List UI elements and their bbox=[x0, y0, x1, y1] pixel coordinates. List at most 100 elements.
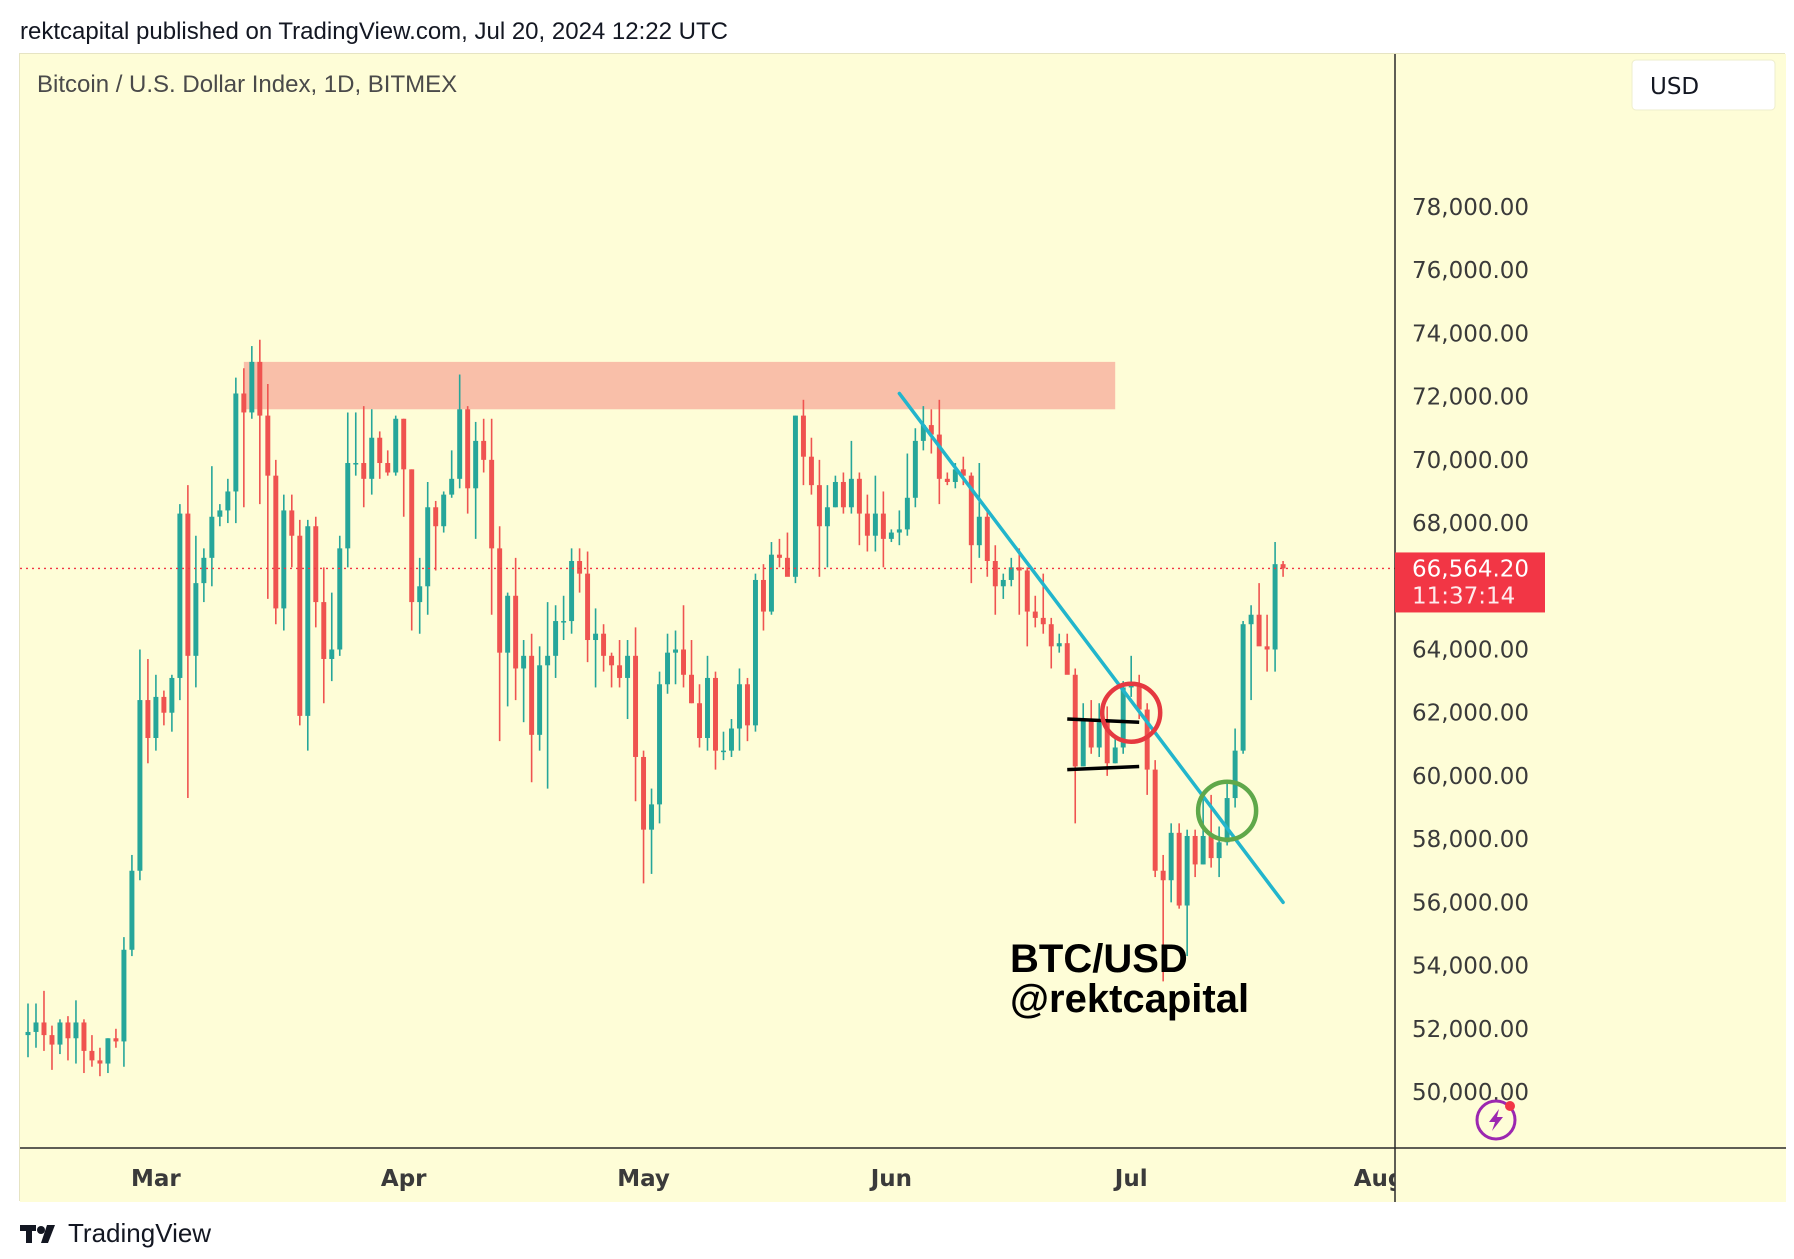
candle[interactable] bbox=[513, 557, 519, 701]
candle[interactable] bbox=[657, 671, 663, 824]
candle[interactable] bbox=[521, 640, 527, 723]
candle[interactable] bbox=[505, 592, 511, 707]
candle[interactable] bbox=[649, 788, 655, 874]
candle[interactable] bbox=[73, 1000, 79, 1064]
candle[interactable] bbox=[609, 652, 615, 688]
candle[interactable] bbox=[281, 494, 287, 631]
candle[interactable] bbox=[705, 655, 710, 751]
candle[interactable] bbox=[1280, 561, 1286, 577]
candle[interactable] bbox=[601, 624, 607, 672]
candle[interactable] bbox=[265, 384, 271, 599]
candle[interactable] bbox=[880, 491, 886, 568]
candle[interactable] bbox=[864, 494, 870, 552]
candle[interactable] bbox=[1112, 738, 1118, 764]
candle[interactable] bbox=[673, 630, 679, 685]
candle[interactable] bbox=[393, 415, 399, 476]
candle[interactable] bbox=[185, 485, 191, 799]
candle[interactable] bbox=[409, 469, 415, 631]
candle[interactable] bbox=[81, 1019, 87, 1074]
candle[interactable] bbox=[433, 500, 439, 571]
candle[interactable] bbox=[1000, 573, 1006, 599]
candle[interactable] bbox=[273, 459, 279, 625]
candle[interactable] bbox=[329, 592, 335, 682]
candle[interactable] bbox=[1160, 854, 1166, 982]
candle[interactable] bbox=[137, 649, 143, 881]
candle[interactable] bbox=[824, 485, 830, 568]
candle[interactable] bbox=[944, 472, 950, 486]
candle[interactable] bbox=[1256, 583, 1262, 647]
candle[interactable] bbox=[145, 658, 151, 764]
candle[interactable] bbox=[1184, 829, 1190, 957]
candle[interactable] bbox=[1096, 703, 1102, 757]
candle[interactable] bbox=[569, 548, 575, 634]
candle[interactable] bbox=[49, 1025, 55, 1070]
candle[interactable] bbox=[928, 409, 934, 454]
candle[interactable] bbox=[800, 399, 806, 486]
candle[interactable] bbox=[784, 532, 790, 577]
candle[interactable] bbox=[1056, 633, 1062, 653]
candle[interactable] bbox=[984, 510, 990, 577]
candle[interactable] bbox=[57, 1019, 63, 1055]
resistance-zone[interactable] bbox=[243, 361, 1116, 410]
candle[interactable] bbox=[225, 478, 231, 524]
candle[interactable] bbox=[537, 646, 543, 751]
range-line-bottom[interactable] bbox=[1067, 764, 1140, 772]
candle[interactable] bbox=[33, 1003, 39, 1048]
candle[interactable] bbox=[305, 519, 311, 751]
candle[interactable] bbox=[233, 377, 239, 524]
candle[interactable] bbox=[89, 1035, 95, 1067]
candle[interactable] bbox=[529, 633, 535, 783]
candle[interactable] bbox=[441, 491, 447, 533]
candle[interactable] bbox=[449, 450, 455, 498]
lightning-icon[interactable] bbox=[1475, 1099, 1517, 1141]
candle[interactable] bbox=[121, 937, 127, 1067]
candle[interactable] bbox=[1016, 548, 1022, 615]
candle[interactable] bbox=[896, 510, 902, 546]
candle[interactable] bbox=[808, 437, 814, 495]
candle[interactable] bbox=[848, 440, 854, 514]
candle[interactable] bbox=[665, 633, 671, 694]
candle[interactable] bbox=[904, 453, 910, 536]
candle[interactable] bbox=[177, 504, 183, 701]
currency-button[interactable] bbox=[1631, 59, 1776, 111]
candle[interactable] bbox=[697, 684, 702, 748]
candle[interactable] bbox=[1080, 703, 1086, 767]
candle[interactable] bbox=[920, 406, 926, 451]
candle[interactable] bbox=[1152, 760, 1158, 878]
candle[interactable] bbox=[97, 1047, 103, 1077]
chart-frame[interactable]: 78,000.00 76,000.00 74,000.00 72,000.00 70,0… bbox=[19, 53, 1786, 1202]
candle[interactable] bbox=[209, 466, 215, 587]
candle[interactable] bbox=[169, 674, 175, 732]
candle[interactable] bbox=[689, 640, 694, 704]
candle[interactable] bbox=[1272, 542, 1278, 672]
candle[interactable] bbox=[113, 1028, 119, 1048]
candle[interactable] bbox=[992, 545, 998, 615]
candle[interactable] bbox=[1088, 700, 1094, 754]
candle[interactable] bbox=[297, 519, 303, 726]
candle[interactable] bbox=[729, 719, 734, 757]
candle[interactable] bbox=[816, 459, 822, 577]
candle[interactable] bbox=[289, 494, 295, 568]
candle[interactable] bbox=[129, 854, 135, 957]
candle[interactable] bbox=[1032, 595, 1038, 628]
candle[interactable] bbox=[776, 538, 782, 568]
candle[interactable] bbox=[912, 428, 918, 508]
candle[interactable] bbox=[840, 472, 846, 514]
candle[interactable] bbox=[641, 750, 647, 884]
candle[interactable] bbox=[1104, 706, 1110, 776]
candle[interactable] bbox=[593, 608, 599, 688]
candle[interactable] bbox=[792, 415, 798, 584]
candlestick-chart[interactable]: 78,000.00 76,000.00 74,000.00 72,000.00 70,0… bbox=[20, 54, 1786, 1202]
candle[interactable] bbox=[617, 640, 623, 688]
candle[interactable] bbox=[425, 481, 431, 615]
candle[interactable] bbox=[321, 567, 327, 704]
candle[interactable] bbox=[1048, 617, 1054, 669]
candle[interactable] bbox=[41, 990, 47, 1051]
candle[interactable] bbox=[361, 406, 367, 508]
candle[interactable] bbox=[633, 627, 639, 802]
candle[interactable] bbox=[25, 1003, 31, 1058]
candle[interactable] bbox=[201, 548, 207, 603]
candle[interactable] bbox=[377, 431, 383, 479]
candle[interactable] bbox=[681, 605, 686, 688]
candle[interactable] bbox=[1216, 826, 1222, 878]
